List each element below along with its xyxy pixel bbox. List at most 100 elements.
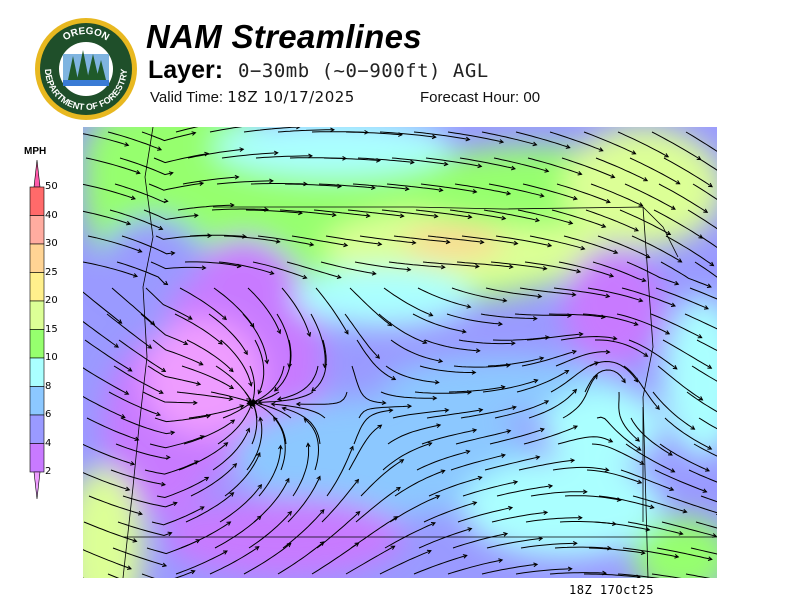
streamline	[480, 313, 537, 320]
streamline-arrow	[303, 418, 309, 423]
streamline	[358, 405, 412, 419]
streamline	[554, 546, 611, 549]
streamline	[380, 391, 437, 399]
streamline	[117, 521, 172, 537]
streamline	[584, 573, 640, 578]
legend-swatch	[29, 243, 45, 273]
streamline	[313, 209, 370, 217]
wind-speed-shading	[213, 127, 453, 177]
streamline	[152, 339, 204, 366]
streamline-arrow	[565, 144, 571, 149]
wind-speed-shading	[543, 387, 663, 467]
streamline-arrow	[533, 562, 539, 568]
streamline	[150, 261, 206, 270]
streamline	[177, 204, 234, 211]
streamline-arrow	[503, 531, 509, 537]
streamline-arrow	[478, 407, 484, 413]
wind-speed-shading	[563, 127, 717, 247]
streamline	[458, 339, 515, 345]
streamline-arrow	[302, 274, 308, 280]
streamline-arrow	[538, 536, 544, 542]
streamline	[700, 495, 717, 503]
streamline-arrow	[190, 569, 196, 575]
streamline	[277, 129, 334, 133]
streamline	[595, 157, 648, 182]
streamline	[592, 261, 646, 282]
streamline	[426, 409, 483, 419]
streamline	[174, 313, 223, 345]
streamline-arrow	[311, 387, 316, 392]
streamline-arrow	[354, 478, 360, 484]
streamline	[490, 261, 547, 270]
streamline	[257, 235, 314, 246]
streamline-arrow	[223, 442, 229, 447]
streamline	[620, 469, 674, 491]
streamline	[212, 428, 250, 471]
streamline	[141, 131, 196, 142]
streamline	[84, 339, 132, 372]
streamline	[588, 547, 645, 554]
streamline	[515, 568, 572, 575]
streamline-arrow	[344, 329, 349, 335]
layer-label: Layer:	[148, 56, 224, 84]
streamline	[394, 470, 445, 497]
streamline-arrow	[475, 348, 481, 353]
streamline	[381, 209, 438, 217]
streamline-arrow	[232, 463, 238, 468]
streamline	[593, 521, 650, 531]
streamline	[393, 235, 450, 243]
streamline	[486, 537, 543, 549]
streamline	[185, 492, 234, 523]
streamline-arrow	[308, 153, 313, 159]
streamline	[216, 180, 273, 185]
legend-tick-label: 15	[45, 323, 58, 335]
streamline	[460, 406, 517, 419]
streamline-arrow	[461, 329, 467, 334]
streamline	[252, 261, 307, 279]
streamline-arrow	[472, 189, 478, 194]
streamline-arrow	[248, 381, 253, 387]
streamline-arrow	[465, 136, 471, 142]
streamline-arrow	[229, 492, 235, 497]
streamline-arrow	[165, 455, 171, 460]
streamline-arrow	[477, 475, 483, 481]
streamline	[310, 313, 326, 368]
streamline	[530, 491, 587, 497]
streamline-arrow	[543, 510, 549, 516]
streamline-arrow	[547, 242, 553, 248]
streamline	[176, 391, 233, 400]
streamline	[632, 495, 687, 513]
streamline-arrow	[433, 213, 439, 219]
legend-swatch	[29, 443, 45, 473]
streamline	[487, 357, 544, 367]
legend-tick-label: 8	[45, 380, 52, 392]
streamline-arrow	[127, 367, 133, 372]
streamline	[246, 417, 263, 471]
streamline	[446, 313, 502, 325]
forecast-hour: Forecast Hour: 00	[420, 89, 540, 106]
streamline	[379, 550, 432, 575]
streamline-arrow	[539, 193, 545, 198]
streamline	[118, 339, 166, 372]
streamline	[114, 183, 168, 203]
streamline-arrow	[645, 526, 651, 532]
streamline	[248, 511, 292, 549]
streamline-arrow	[572, 195, 578, 201]
streamline	[417, 287, 471, 308]
streamline-arrow	[239, 404, 245, 409]
streamline	[296, 391, 348, 405]
streamline-arrow	[698, 396, 704, 401]
streamline	[415, 209, 472, 218]
streamline-arrow	[204, 476, 210, 482]
streamline-arrow	[444, 408, 450, 413]
streamline-arrow	[137, 248, 143, 253]
streamline	[145, 287, 193, 320]
streamline	[116, 261, 168, 286]
streamline	[282, 509, 325, 549]
streamline	[253, 478, 290, 523]
streamline-arrow	[132, 538, 138, 543]
streamline	[617, 131, 669, 158]
streamline	[485, 287, 542, 298]
legend-unit: MPH	[24, 146, 47, 157]
streamline-arrow	[513, 240, 519, 246]
